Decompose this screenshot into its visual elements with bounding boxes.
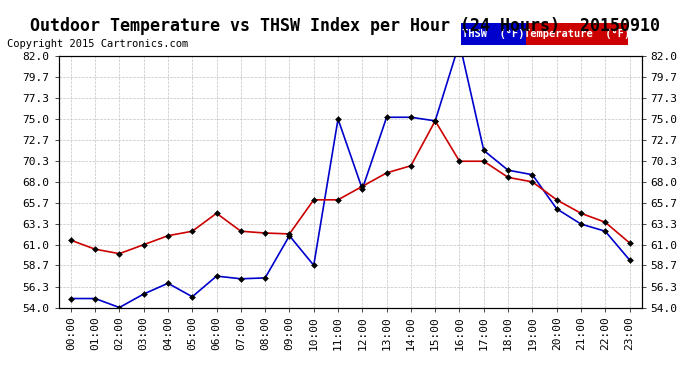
Text: Copyright 2015 Cartronics.com: Copyright 2015 Cartronics.com xyxy=(7,39,188,50)
Bar xyxy=(526,23,628,45)
Text: THSW  (°F): THSW (°F) xyxy=(462,29,525,39)
Text: Temperature  (°F): Temperature (°F) xyxy=(524,29,630,39)
Bar xyxy=(461,23,526,45)
Text: Outdoor Temperature vs THSW Index per Hour (24 Hours)  20150910: Outdoor Temperature vs THSW Index per Ho… xyxy=(30,17,660,35)
